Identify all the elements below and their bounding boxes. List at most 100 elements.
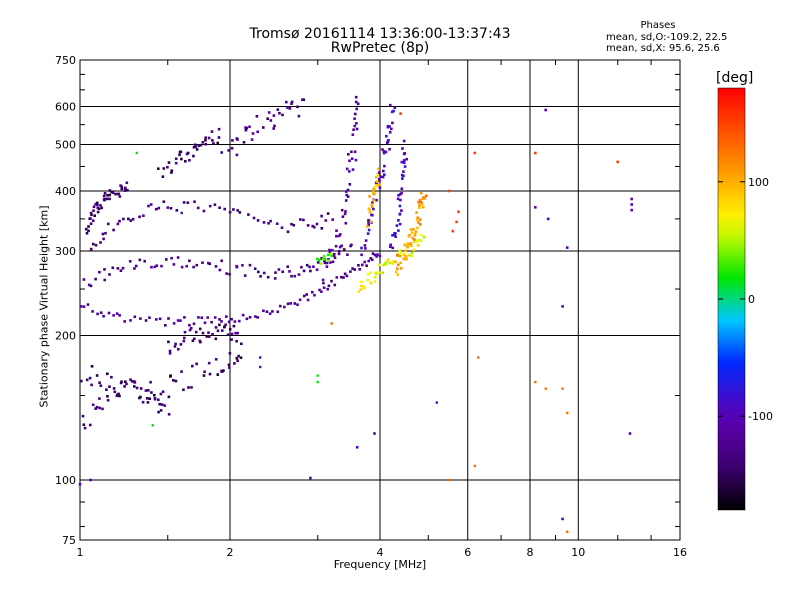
echo-point [89, 423, 92, 427]
echo-point [367, 259, 370, 263]
echo-point [262, 309, 265, 313]
echo-point [199, 143, 203, 147]
x-tick-label: 16 [673, 546, 687, 559]
echo-point [102, 194, 106, 198]
echo-point [153, 397, 157, 401]
echo-point [125, 382, 128, 386]
echo-point [399, 251, 402, 254]
echo-point [372, 188, 376, 191]
echo-point [394, 260, 397, 264]
echo-point [188, 259, 191, 263]
echo-point [352, 128, 355, 131]
echo-point [378, 271, 381, 274]
echo-point [355, 127, 359, 131]
echo-point [351, 133, 355, 136]
echo-point [403, 152, 406, 155]
echo-point [220, 259, 223, 263]
echo-point [155, 264, 159, 267]
echo-point [142, 214, 145, 217]
echo-point [96, 312, 99, 316]
echo-point [391, 234, 394, 237]
echo-point [377, 263, 381, 267]
echo-point [230, 147, 234, 150]
y-tick-label: 600 [55, 101, 76, 114]
echo-point [425, 194, 428, 197]
echo-point [201, 331, 205, 335]
echo-point [228, 272, 231, 276]
echo-point [183, 316, 186, 319]
echo-point [129, 378, 132, 381]
echo-point [84, 227, 88, 231]
echo-point [143, 259, 146, 263]
echo-point [403, 253, 406, 256]
echo-point [368, 195, 371, 198]
echo-point [89, 211, 93, 215]
echo-point [419, 223, 422, 226]
echo-point [141, 400, 145, 404]
echo-point [347, 153, 350, 156]
echo-point [340, 208, 344, 212]
echo-point [111, 191, 115, 194]
echo-point [360, 253, 363, 257]
echo-point [290, 102, 293, 105]
echo-point [349, 270, 352, 273]
echo-point [279, 304, 282, 308]
echo-point [359, 284, 363, 288]
echo-point [370, 203, 373, 206]
echo-point [370, 213, 373, 217]
echo-point [118, 195, 122, 198]
echo-point [139, 395, 142, 399]
echo-point [112, 228, 115, 232]
echo-point [325, 265, 329, 268]
echo-point [376, 173, 379, 177]
echo-point [357, 290, 360, 293]
echo-point [235, 265, 239, 269]
echo-point [194, 145, 197, 148]
echo-point [98, 406, 101, 410]
echo-point [366, 272, 370, 276]
echo-point [320, 290, 323, 293]
x-tick-label: 1 [77, 546, 84, 559]
echo-point [316, 261, 320, 264]
echo-point [330, 322, 333, 325]
echo-point [417, 238, 421, 242]
echo-point [245, 126, 248, 130]
echo-point [396, 273, 400, 276]
echo-point [100, 206, 103, 210]
echo-point [339, 233, 342, 236]
echo-point [328, 248, 331, 252]
echo-point [182, 339, 186, 343]
echo-point [117, 192, 121, 196]
echo-point [81, 414, 85, 418]
colorbar-label: [deg] [716, 70, 754, 86]
echo-point [108, 385, 111, 388]
echo-point [410, 254, 413, 258]
echo-point [334, 244, 338, 248]
x-tick-label: 4 [377, 546, 384, 559]
echo-point [355, 100, 358, 104]
echo-point [208, 204, 212, 208]
echo-point [412, 238, 416, 241]
echo-point [259, 365, 262, 369]
echo-point [286, 265, 289, 268]
echo-point [378, 177, 381, 181]
echo-point [164, 324, 167, 327]
echo-point [400, 191, 403, 195]
echo-point [108, 197, 111, 201]
echo-point [157, 167, 160, 170]
echo-point [628, 432, 632, 435]
echo-point [183, 336, 186, 340]
echo-point [262, 126, 265, 129]
echo-point [90, 383, 93, 387]
echo-point [182, 388, 185, 392]
echo-point [223, 207, 226, 211]
echo-point [420, 203, 424, 206]
echo-point [225, 272, 228, 275]
echo-point [106, 372, 109, 376]
echo-point [151, 424, 154, 427]
echo-point [277, 268, 281, 271]
echo-point [323, 261, 327, 265]
echo-point [362, 287, 365, 290]
echo-point [371, 201, 374, 205]
echo-point [368, 210, 372, 214]
